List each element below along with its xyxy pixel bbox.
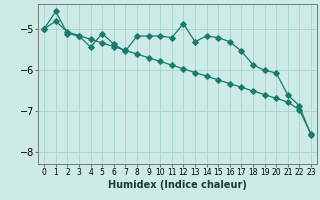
- X-axis label: Humidex (Indice chaleur): Humidex (Indice chaleur): [108, 180, 247, 190]
